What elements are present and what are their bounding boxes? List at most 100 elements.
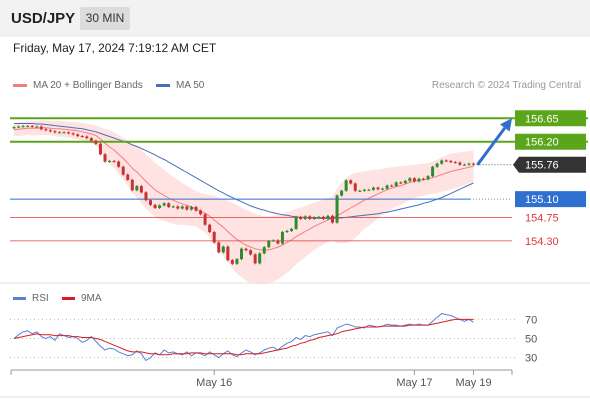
current-price-label: 155.76: [525, 160, 559, 172]
candle-body: [458, 162, 462, 165]
candle-body: [308, 216, 312, 219]
candle-body: [194, 206, 198, 211]
legend-9ma-label: 9MA: [81, 293, 102, 304]
candle-body: [412, 178, 416, 182]
candle-body: [326, 215, 330, 219]
timestamp: Friday, May 17, 2024 7:19:12 AM CET: [13, 41, 217, 55]
ma20-line: [13, 127, 474, 251]
legend-rsi: RSI: [13, 293, 49, 304]
candle-body: [158, 205, 162, 208]
candle-body: [449, 161, 453, 163]
candle-body: [98, 143, 102, 155]
legend-rsi-label: RSI: [32, 293, 49, 304]
candle-body: [276, 240, 280, 244]
pivot-label: 155.10: [525, 194, 559, 206]
candle-body: [80, 136, 84, 137]
candle-body: [403, 180, 407, 183]
candle-body: [280, 232, 284, 244]
support-label: 154.75: [525, 212, 559, 224]
pivot-label-box: [515, 191, 586, 208]
candle-body: [240, 248, 243, 260]
candle-body: [344, 180, 348, 191]
resistance-label: 156.20: [525, 137, 559, 149]
candle-body: [89, 138, 93, 141]
candle-body: [76, 134, 80, 136]
rsi-tick-label: 30: [525, 353, 537, 365]
candle-body: [362, 189, 366, 191]
candle-body: [394, 182, 398, 187]
candle-body: [53, 131, 57, 133]
candle-body: [30, 126, 34, 128]
x-axis-tick-label: May 16: [196, 377, 232, 389]
candle-body: [285, 230, 289, 232]
candle-body: [71, 133, 75, 135]
candle-body: [35, 126, 39, 128]
legend-ma50: MA 50: [156, 80, 204, 91]
candle-body: [335, 195, 339, 223]
candle-body: [199, 210, 203, 215]
legend-ma20: MA 20 + Bollinger Bands: [13, 80, 143, 91]
candle-body: [299, 216, 303, 219]
candle-body: [149, 200, 152, 205]
support-label: 154.30: [525, 236, 559, 248]
candle-body: [422, 178, 425, 180]
candle-body: [349, 180, 353, 184]
candle-body: [290, 228, 294, 231]
candle-body: [444, 160, 448, 162]
candle-body: [85, 136, 89, 139]
candle-body: [358, 190, 362, 192]
candle-body: [162, 203, 166, 206]
candle-body: [135, 186, 139, 191]
candle-body: [381, 188, 385, 190]
resistance-label-box: [515, 110, 586, 127]
candle-body: [371, 187, 375, 190]
candle-body: [203, 214, 207, 225]
candle-body: [417, 178, 421, 182]
candle-body: [426, 176, 430, 180]
candle-body: [121, 166, 125, 175]
candle-body: [21, 126, 25, 128]
candle-body: [176, 206, 180, 209]
forecast-arrow-shaft: [476, 127, 507, 166]
credit-text: Research © 2024 Trading Central: [431, 80, 581, 91]
timeframe-button[interactable]: 30 MIN: [80, 7, 130, 30]
ma50-swatch: [156, 83, 170, 87]
candle-body: [221, 246, 225, 253]
candle-body: [44, 129, 48, 131]
candle-body: [431, 166, 435, 177]
candle-body: [126, 174, 130, 180]
candle-body: [58, 132, 61, 134]
ma9-swatch: [62, 296, 75, 300]
candle-body: [226, 246, 230, 261]
candle-body: [235, 259, 239, 264]
current-price-label-box: [513, 156, 586, 173]
candle-body: [217, 242, 221, 253]
rsi-ma9-line: [13, 318, 474, 356]
candle-body: [17, 126, 21, 128]
rsi-swatch: [13, 296, 26, 300]
candle-body: [139, 186, 143, 193]
candle-body: [353, 183, 357, 191]
symbol-title: USD/JPY: [11, 10, 76, 27]
candle-body: [462, 164, 466, 166]
legend-ma50-label: MA 50: [176, 80, 205, 91]
candle-body: [271, 240, 275, 242]
candle-body: [472, 163, 476, 165]
candle-body: [112, 161, 116, 163]
candle-body: [39, 126, 43, 130]
candle-body: [94, 140, 98, 144]
candle-body: [230, 260, 234, 264]
candle-body: [62, 132, 66, 134]
candle-body: [108, 161, 112, 163]
candle-body: [376, 187, 380, 190]
bollinger-band-area: [14, 120, 474, 285]
candle-body: [258, 253, 262, 264]
candle-body: [117, 161, 121, 167]
candle-body: [103, 154, 107, 162]
candle-body: [189, 206, 193, 210]
candle-body: [130, 179, 134, 191]
candle-body: [408, 178, 412, 181]
candle-body: [167, 203, 171, 207]
